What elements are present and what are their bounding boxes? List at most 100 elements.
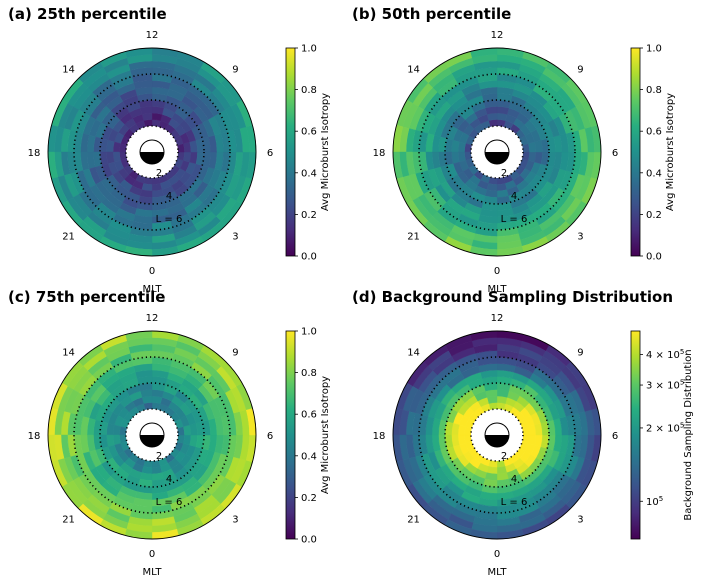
- mlt-axis-label: MLT: [488, 284, 508, 295]
- colorbar-label: Avg Microburst Isotropy: [665, 93, 676, 211]
- l-shell-label: L = 6: [501, 214, 528, 225]
- colorbar-tick-label: 105: [646, 495, 663, 508]
- colorbar-tick-label: 0.0: [646, 252, 662, 263]
- heatmap-cell: [488, 459, 498, 468]
- earth-icon: [484, 422, 510, 448]
- mlt-tick-label: 6: [612, 148, 618, 159]
- panel-p50: (b) 50th percentile 2 4 L = 6 12 9 6 3 0 21 18 14 ML…: [352, 5, 676, 295]
- l-shell-label: 4: [511, 191, 517, 202]
- l-shell-ring: [418, 356, 576, 514]
- heatmap-cell: [464, 426, 473, 436]
- mlt-tick-label: 6: [267, 148, 273, 159]
- mlt-tick-label: 21: [62, 231, 75, 242]
- mlt-tick-label: 14: [407, 65, 420, 76]
- polar-frame: [47, 47, 257, 257]
- mlt-tick-label: 9: [577, 348, 583, 359]
- mlt-tick-label: 3: [232, 231, 238, 242]
- mlt-axis-label: MLT: [143, 284, 163, 295]
- colorbar-tick-label: 0.0: [301, 252, 317, 263]
- panel-p75: (c) 75th percentile 2 4 L = 6 12 9 6 3 0 21 18 14 ML…: [8, 288, 331, 578]
- mlt-tick-label: 21: [407, 231, 420, 242]
- colorbar-tick-label: 0.2: [301, 210, 317, 221]
- l-shell-ring: [125, 125, 179, 179]
- mlt-tick-label: 0: [149, 549, 155, 560]
- colorbar-tick-label: 0.4: [301, 168, 317, 179]
- l-shell-label: 2: [501, 168, 507, 179]
- colorbar-tick-label: 0.0: [301, 535, 317, 546]
- colorbar-tick-label: 0.4: [646, 168, 662, 179]
- l-shell-label: 2: [156, 168, 162, 179]
- colorbar-tick-label: 3 × 105: [646, 379, 684, 392]
- colorbar-tick-label: 0.6: [301, 127, 317, 138]
- mlt-tick-label: 12: [146, 313, 159, 324]
- l-shell-label: L = 6: [501, 497, 528, 508]
- colorbar-label: Background Sampling Distribution: [683, 349, 694, 520]
- mlt-tick-label: 18: [28, 148, 41, 159]
- heatmap-cell: [119, 143, 128, 153]
- colorbar: 0.0 0.2 0.4 0.6 0.8 1.0 Avg Microburst Isotrop…: [630, 44, 676, 263]
- colorbar-tick-label: 1.0: [301, 44, 317, 55]
- heatmap-cell: [488, 176, 498, 185]
- l-shell-ring: [418, 73, 576, 231]
- mlt-tick-label: 0: [494, 549, 500, 560]
- colorbar-label: Avg Microburst Isotropy: [320, 93, 331, 211]
- earth-icon: [139, 422, 165, 448]
- mlt-tick-label: 12: [491, 30, 504, 41]
- polar-frame: [47, 330, 257, 540]
- l-shell-label: 2: [501, 451, 507, 462]
- colorbar: 0.0 0.2 0.4 0.6 0.8 1.0 Avg Microburst Isotrop…: [285, 327, 331, 546]
- colorbar: 0.0 0.2 0.4 0.6 0.8 1.0 Avg Microburst Isotrop…: [285, 44, 331, 263]
- earth-icon: [139, 139, 165, 165]
- colorbar-tick-label: 0.2: [646, 210, 662, 221]
- l-shell-label: 4: [166, 191, 172, 202]
- colorbar-tick-label: 0.6: [301, 410, 317, 421]
- colorbar-tick-label: 0.4: [301, 451, 317, 462]
- heatmap-cell: [119, 426, 128, 436]
- mlt-tick-label: 14: [62, 65, 75, 76]
- heatmap-cell: [143, 176, 153, 185]
- l-shell-label: 4: [166, 474, 172, 485]
- heatmap-cell: [464, 143, 473, 153]
- colorbar-label: Avg Microburst Isotropy: [320, 376, 331, 494]
- mlt-tick-label: 6: [612, 431, 618, 442]
- panel-title: (c) 75th percentile: [8, 288, 165, 306]
- heatmap-cell: [151, 402, 161, 411]
- l-shell-ring: [99, 99, 205, 205]
- mlt-tick-label: 3: [577, 514, 583, 525]
- panel-title: (a) 25th percentile: [8, 5, 167, 23]
- l-shell-ring: [470, 125, 524, 179]
- l-shell-ring: [73, 73, 231, 231]
- mlt-tick-label: 12: [491, 313, 504, 324]
- l-shell-label: 4: [511, 474, 517, 485]
- mlt-axis-label: MLT: [143, 567, 163, 578]
- heatmap-cell: [496, 119, 506, 128]
- colorbar-tick-label: 1.0: [646, 44, 662, 55]
- colorbar-tick-label: 1.0: [301, 327, 317, 338]
- heatmap-cell: [496, 402, 506, 411]
- mlt-tick-label: 18: [28, 431, 41, 442]
- panel-title: (d) Background Sampling Distribution: [352, 288, 673, 306]
- earth-icon: [484, 139, 510, 165]
- l-shell-ring: [125, 408, 179, 462]
- l-shell-ring: [444, 99, 550, 205]
- l-shell-ring: [444, 382, 550, 488]
- mlt-tick-label: 6: [267, 431, 273, 442]
- polar-heatmap: [47, 47, 257, 257]
- panel-p25: (a) 25th percentile 2 4 L = 6 12 9 6 3 0 21 18 14 ML…: [8, 5, 331, 295]
- polar-heatmap: [392, 47, 602, 257]
- mlt-tick-label: 18: [373, 148, 386, 159]
- l-shell-label: L = 6: [156, 497, 183, 508]
- mlt-tick-label: 9: [232, 348, 238, 359]
- polar-frame: [392, 47, 602, 257]
- colorbar-tick-label: 0.2: [301, 493, 317, 504]
- colorbar-tick-label: 0.8: [301, 85, 317, 96]
- panel-bg: (d) Background Sampling Distribution 2 4 L …: [352, 288, 694, 578]
- l-shell-label: L = 6: [156, 214, 183, 225]
- mlt-tick-label: 9: [232, 65, 238, 76]
- mlt-tick-label: 14: [407, 348, 420, 359]
- mlt-tick-label: 3: [577, 231, 583, 242]
- heatmap-cell: [143, 459, 153, 468]
- mlt-tick-label: 18: [373, 431, 386, 442]
